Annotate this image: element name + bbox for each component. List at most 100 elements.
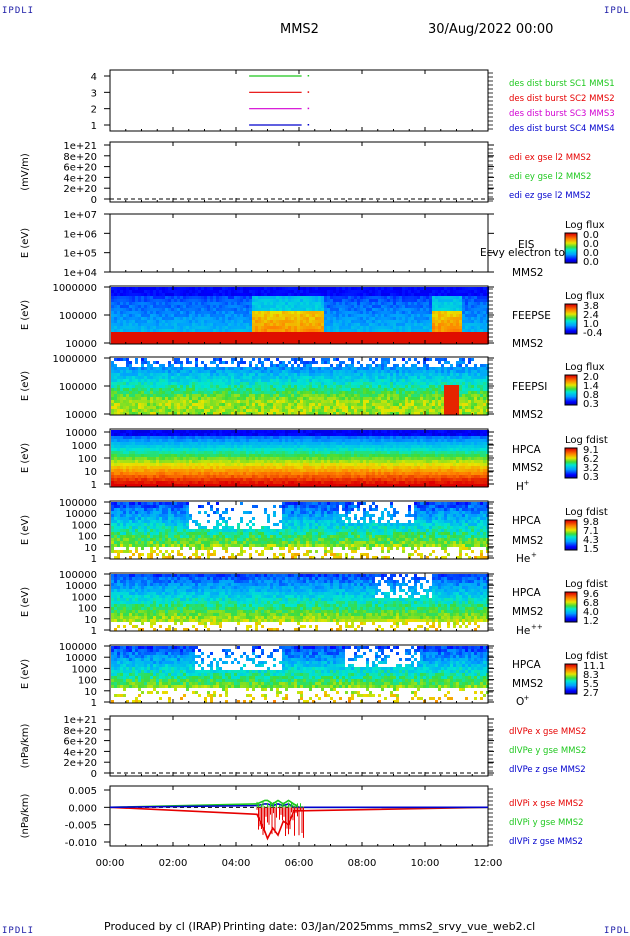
spectrogram-pixel-feepse [423,332,426,335]
spectrogram-pixel-feepsi [204,394,207,397]
spectrogram-pixel-feepsi [426,358,429,361]
spectrogram-pixel-feepsi [441,409,444,412]
spectrogram-pixel-feepse [441,311,444,314]
spectrogram-pixel-feepsi [324,379,327,382]
spectrogram-pixel-feepsi [345,406,348,409]
spectrogram-pixel-feepse [309,293,312,296]
spectrogram-pixel-feepsi [438,385,441,388]
spectrogram-pixel-feepsi [165,406,168,409]
spectrogram-pixel-feepse [435,338,438,341]
spectrogram-pixel-feepsi [192,382,195,385]
spectrogram-pixel-feepse [186,311,189,314]
spectrogram-pixel-feepsi [276,394,279,397]
spectrogram-pixel-feepse [180,332,183,335]
spectrogram-pixel-feepsi [243,382,246,385]
spectrogram-pixel-feepsi [189,373,192,376]
spectrogram-pixel-feepse [303,329,306,332]
spectrogram-pixel-feepsi [291,379,294,382]
spectrogram-pixel-feepse [189,311,192,314]
spectrogram-pixel-feepsi [306,394,309,397]
spectrogram-pixel-feepse [450,287,453,290]
spectrogram-pixel-feepsi [411,382,414,385]
spectrogram-pixel-feepsi [237,394,240,397]
spectrogram-pixel-feepsi [441,382,444,385]
spectrogram-pixel-feepsi [414,376,417,379]
spectrogram-pixel-feepsi [462,388,465,391]
spectrogram-pixel-feepse [288,317,291,320]
spectrogram-pixel-feepse [153,332,156,335]
spectrogram-pixel-feepse [261,314,264,317]
spectrogram-pixel-feepse [276,308,279,311]
spectrogram-pixel-feepse [288,296,291,299]
spectrogram-pixel-feepsi [330,379,333,382]
spectrogram-pixel-feepsi [198,400,201,403]
spectrogram-pixel-feepsi [327,373,330,376]
spectrogram-pixel-feepse [276,311,279,314]
spectrogram-pixel-feepse [399,290,402,293]
spectrogram-pixel-feepse [210,296,213,299]
spectrogram-pixel-feepsi [165,397,168,400]
spectrogram-pixel-feepsi [189,385,192,388]
spectrogram-pixel-feepse [114,290,117,293]
spectrogram-pixel-feepse [237,308,240,311]
spectrogram-pixel-feepse [372,335,375,338]
spectrogram-pixel-feepse [381,290,384,293]
spectrogram-pixel-feepsi [444,373,447,376]
spectrogram-pixel-feepsi [399,397,402,400]
spectrogram-pixel-feepsi [384,409,387,412]
spectrogram-pixel-feepsi [324,373,327,376]
spectrogram-pixel-feepsi [210,397,213,400]
spectrogram-pixel-feepse [114,293,117,296]
spectrogram-pixel-feepse [309,326,312,329]
spectrogram-pixel-feepse [294,296,297,299]
spectrogram-pixel-feepsi [417,379,420,382]
spectrogram-pixel-feepse [330,326,333,329]
spectrogram-pixel-feepse [351,323,354,326]
spectrogram-pixel-feepsi [171,397,174,400]
spectrogram-pixel-feepse [285,287,288,290]
spectrogram-pixel-feepsi [366,367,369,370]
spectrogram-pixel-feepse [234,296,237,299]
spectrogram-pixel-feepsi [288,376,291,379]
spectrogram-pixel-feepse [258,320,261,323]
spectrogram-pixel-feepsi [129,391,132,394]
spectrogram-pixel-feepse [162,296,165,299]
spectrogram-pixel-feepse [258,326,261,329]
spectrogram-pixel-feepse [456,293,459,296]
spectrogram-pixel-feepse [111,311,114,314]
spectrogram-pixel-feepsi [387,376,390,379]
spectrogram-pixel-feepse [306,296,309,299]
spectrogram-pixel-feepsi [453,379,456,382]
spectrogram-pixel-feepsi [408,403,411,406]
spectrogram-pixel-feepse [123,290,126,293]
spectrogram-pixel-feepsi [126,382,129,385]
spectrogram-pixel-feepsi [429,400,432,403]
spectrogram-pixel-feepse [360,293,363,296]
spectrogram-pixel-feepsi [342,406,345,409]
spectrogram-pixel-feepse [117,308,120,311]
spectrogram-pixel-feepsi [144,400,147,403]
spectrogram-pixel-feepse [414,287,417,290]
spectrogram-pixel-feepsi [207,406,210,409]
spectrogram-pixel-feepse [201,323,204,326]
spectrogram-pixel-feepsi [237,364,240,367]
spectrogram-pixel-feepsi [480,367,483,370]
spectrogram-pixel-feepse [267,299,270,302]
spectrogram-pixel-feepsi [456,406,459,409]
spectrogram-pixel-feepse [315,326,318,329]
spectrogram-pixel-feepsi [126,394,129,397]
spectrogram-pixel-feepse [456,302,459,305]
spectrogram-pixel-feepse [294,290,297,293]
spectrogram-pixel-feepse [228,335,231,338]
spectrogram-pixel-feepse [180,323,183,326]
spectrogram-pixel-feepse [264,329,267,332]
spectrogram-pixel-feepsi [318,397,321,400]
spectrogram-pixel-feepsi [195,409,198,412]
spectrogram-pixel-feepsi [276,364,279,367]
spectrogram-pixel-feepse [477,326,480,329]
spectrogram-pixel-feepse [153,335,156,338]
spectrogram-pixel-feepse [438,335,441,338]
spectrogram-pixel-feepsi [417,385,420,388]
spectrogram-pixel-feepse [150,335,153,338]
spectrogram-pixel-feepsi [408,358,411,361]
